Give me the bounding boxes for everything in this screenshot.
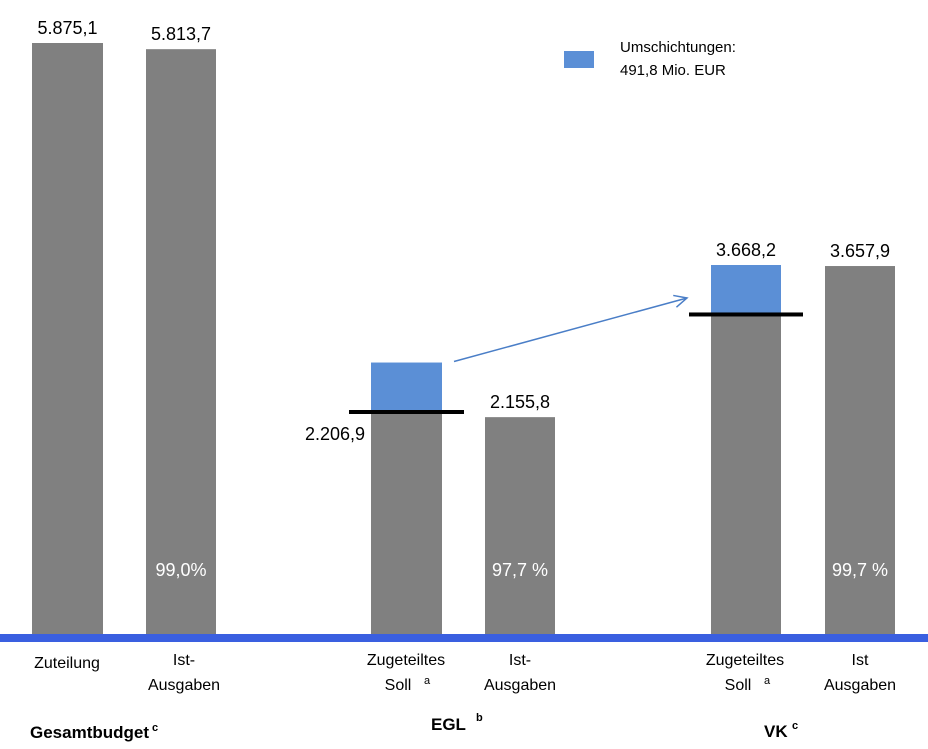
x-axis-baseline	[0, 634, 928, 642]
category-label-gesamt-ist-line1: Ist-	[173, 652, 195, 669]
category-label-vk-soll-line2: Soll	[725, 677, 752, 694]
category-label-zuteilung: Zuteilung	[34, 655, 100, 672]
category-label-gesamt-ist-line2: Ausgaben	[148, 677, 220, 694]
category-label-egl-ist-line1: Ist-	[509, 652, 531, 669]
bars-layer	[32, 43, 895, 635]
value-label-egl-ist: 2.155,8	[490, 392, 550, 412]
marker-line-vk-soll	[689, 312, 803, 317]
value-label-gesamt-zuteilung: 5.875,1	[37, 18, 97, 38]
group-label-gesamtbudget: Gesamtbudget	[30, 723, 149, 742]
group-label-vk-sup: c	[792, 720, 798, 732]
group-labels: Gesamtbudget c EGL b VK c	[30, 712, 798, 742]
bar-egl-ist	[485, 417, 555, 634]
bar-vk-ist	[825, 266, 895, 634]
category-label-egl-soll-line1: Zugeteiltes	[367, 652, 445, 669]
category-label-egl-soll-sup: a	[424, 675, 431, 687]
category-label-egl-ist-line2: Ausgaben	[484, 677, 556, 694]
legend-label-line2: 491,8 Mio. EUR	[620, 62, 726, 79]
bar-segment-umschichtung-vk-soll	[711, 265, 781, 315]
percent-label-gesamt-ist: 99,0%	[155, 560, 206, 580]
category-label-vk-ist-line2: Ausgaben	[824, 677, 896, 694]
labels-layer: 5.875,1 5.813,7 99,0% 2.206,9 2.155,8 97,7 % 3…	[37, 18, 890, 580]
group-label-vk: VK	[764, 722, 788, 741]
marker-line-egl-soll	[349, 409, 464, 414]
category-label-vk-ist-line1: Ist	[852, 652, 869, 669]
category-label-vk-soll-sup: a	[764, 675, 771, 687]
group-label-egl: EGL	[431, 715, 466, 734]
bar-vk-soll	[711, 314, 781, 634]
legend-swatch-umschichtungen	[564, 51, 594, 68]
legend-label-line1: Umschichtungen:	[620, 39, 736, 56]
legend: Umschichtungen: 491,8 Mio. EUR	[564, 39, 736, 79]
percent-label-egl-ist: 97,7 %	[492, 560, 548, 580]
markers-layer	[349, 312, 803, 414]
base-value-label-egl-soll: 2.206,9	[305, 424, 365, 444]
bar-gesamt-ist	[146, 49, 216, 635]
value-label-vk-ist: 3.657,9	[830, 241, 890, 261]
percent-label-vk-ist: 99,7 %	[832, 560, 888, 580]
bar-egl-soll	[371, 411, 442, 634]
category-label-vk-soll-line1: Zugeteiltes	[706, 652, 784, 669]
bar-segment-umschichtung-egl-soll	[371, 362, 442, 412]
bar-gesamt-zuteilung	[32, 43, 103, 634]
category-label-egl-soll-line2: Soll	[385, 677, 412, 694]
value-label-vk-soll: 3.668,2	[716, 240, 776, 260]
transfer-arrow-head	[673, 294, 689, 308]
value-label-gesamt-ist: 5.813,7	[151, 24, 211, 44]
group-label-egl-sup: b	[476, 712, 483, 724]
transfer-arrow	[453, 297, 688, 363]
group-label-gesamtbudget-sup: c	[152, 722, 158, 734]
category-labels: Zuteilung Ist- Ausgaben Zugeteiltes Soll…	[34, 652, 896, 694]
